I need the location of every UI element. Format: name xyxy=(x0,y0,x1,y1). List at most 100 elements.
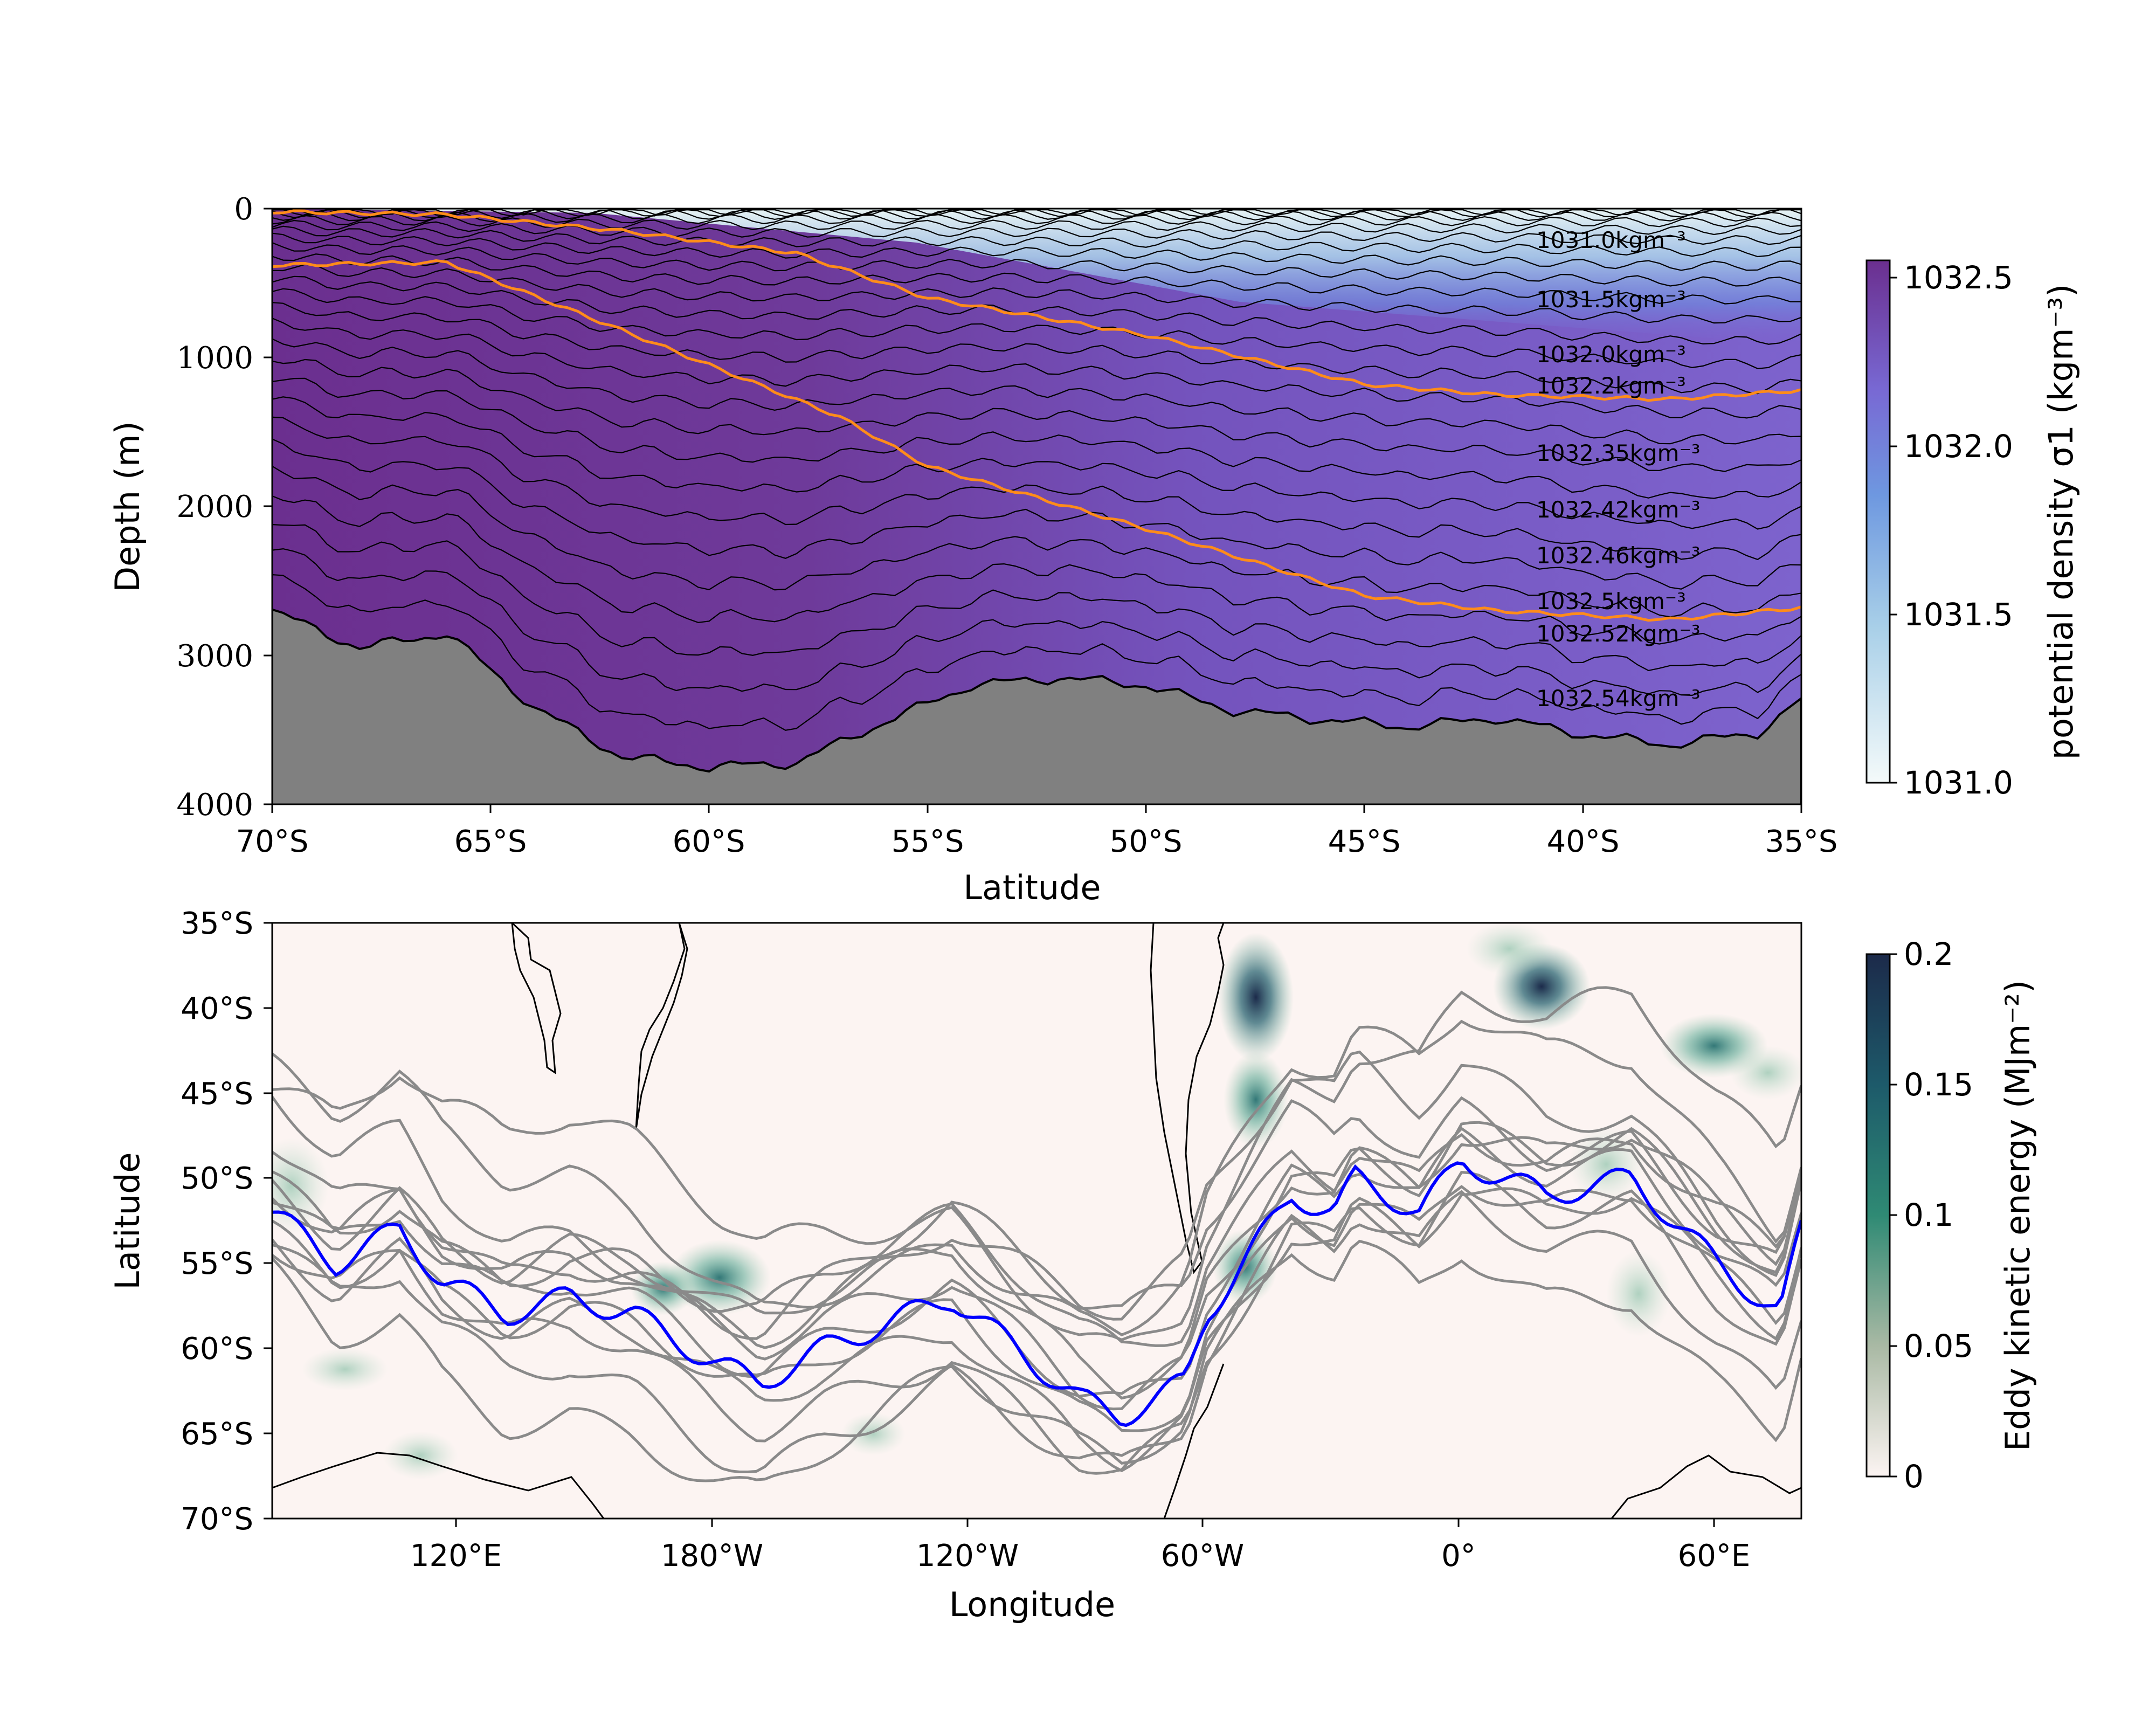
y-tick-label: 35°S xyxy=(181,906,253,941)
isopycnal-line xyxy=(272,548,1801,696)
y-axis-label: Latitude xyxy=(108,1152,147,1289)
australia-coast xyxy=(511,923,562,1074)
y-tick-label: 4000 xyxy=(176,788,253,823)
contour-label-2: 1031.5kgm⁻³ xyxy=(1536,286,1686,313)
colorbar-tick: 0 xyxy=(1904,1458,1924,1495)
isopycnal-line xyxy=(272,396,1801,530)
colorbar-tick: 1031.5 xyxy=(1904,596,2013,633)
isopycnal-line xyxy=(272,338,1801,445)
ssh-contour-line xyxy=(272,1185,1801,1432)
isopycnal-line xyxy=(272,302,1801,395)
x-tick-label: 120°W xyxy=(916,1538,1019,1574)
plot-frame-bottom xyxy=(271,922,1802,1520)
contour-label-8: 1032.5kgm⁻³ xyxy=(1536,588,1686,615)
contour-label-4: 1032.2kgm⁻³ xyxy=(1536,372,1686,399)
isopycnal-line xyxy=(272,264,1801,324)
bathymetry xyxy=(272,608,1801,804)
colorbar-label: potential density σ1 (kgm⁻³) xyxy=(2041,284,2081,760)
x-axis-label: Longitude xyxy=(949,1585,1115,1624)
colorbar-tick: 1032.0 xyxy=(1904,428,2013,465)
x-tick-label: 70°S xyxy=(236,824,309,859)
x-tick-label: 65°S xyxy=(454,824,527,859)
x-axis-bottom: 120°E 180°W 120°W 60°W 0° 60°E Longitude xyxy=(410,1519,1750,1624)
x-tick-label: 40°S xyxy=(1547,824,1620,859)
colorbar-tick: 0.1 xyxy=(1904,1197,1953,1233)
contour-label-7: 1032.46kgm⁻³ xyxy=(1536,542,1701,569)
ssh-contour-line xyxy=(272,1127,1801,1398)
ssh-contour-line xyxy=(272,1121,1801,1411)
isopycnal-line xyxy=(272,318,1801,419)
isopycnal-line xyxy=(272,275,1801,345)
ssh-contour-line xyxy=(272,1050,1801,1349)
highlighted-isopycnal-line xyxy=(272,209,1801,402)
highlighted-isopycnals xyxy=(272,209,1801,622)
isopycnal-line xyxy=(272,253,1801,305)
contour-label-3: 1032.0kgm⁻³ xyxy=(1536,341,1686,368)
y-tick-label: 0 xyxy=(234,192,253,227)
isopycnal-line xyxy=(272,225,1801,258)
y-tick-label: 60°S xyxy=(181,1331,253,1367)
surface-light-layer xyxy=(272,209,1801,345)
x-tick-label: 55°S xyxy=(892,824,964,859)
polar-front-line xyxy=(272,1161,1801,1427)
isopycnal-line xyxy=(272,465,1801,618)
y-tick-label: 55°S xyxy=(181,1246,253,1281)
y-axis-top: 0 1000 2000 3000 4000 Depth (m) xyxy=(108,192,272,823)
antarctica-coast-west xyxy=(272,1452,605,1519)
contour-label-9: 1032.52kgm⁻³ xyxy=(1536,620,1701,647)
antarctic-peninsula-coast xyxy=(1163,1363,1225,1519)
ssh-contour-line xyxy=(272,1187,1801,1473)
y-axis-label: Depth (m) xyxy=(108,421,147,592)
colorbar-tick: 1031.0 xyxy=(1904,764,2013,801)
ssh-contour-line xyxy=(272,1170,1801,1475)
isopycnal-line xyxy=(272,495,1801,645)
isopycnal-line xyxy=(272,416,1801,561)
x-tick-label: 0° xyxy=(1441,1538,1476,1574)
ssh-contour-line xyxy=(272,1133,1801,1347)
contour-label-5: 1032.35kgm⁻³ xyxy=(1536,440,1701,466)
y-tick-label: 40°S xyxy=(181,991,253,1026)
contour-label-10: 1032.54kgm⁻³ xyxy=(1536,685,1701,712)
contour-labels: 1031.0kgm⁻³ 1031.5kgm⁻³ 1032.0kgm⁻³ 1032… xyxy=(1536,227,1701,712)
isopycnal-line xyxy=(272,288,1801,369)
y-tick-label: 45°S xyxy=(181,1077,253,1112)
isopycnal-line xyxy=(272,219,1801,245)
y-axis-bottom: 35°S 40°S 45°S 50°S 55°S 60°S 65°S 70°S … xyxy=(108,906,272,1537)
density-colorbar: 1031.0 1031.5 1032.0 1032.5 potential de… xyxy=(1865,259,2081,801)
x-tick-label: 60°W xyxy=(1161,1538,1245,1574)
isopycnal-line xyxy=(272,524,1801,672)
isopycnal-line xyxy=(272,358,1801,472)
colorbar-tick: 0.15 xyxy=(1904,1066,1973,1103)
x-tick-label: 180°W xyxy=(661,1538,763,1574)
ssh-contour-line xyxy=(272,1136,1801,1400)
x-axis-label: Latitude xyxy=(963,868,1101,907)
y-tick-label: 65°S xyxy=(181,1417,253,1452)
isopycnal-line xyxy=(272,232,1801,271)
colorbar-tick: 1032.5 xyxy=(1904,259,2013,296)
x-tick-label: 45°S xyxy=(1328,824,1401,859)
contour-label-6: 1032.42kgm⁻³ xyxy=(1536,496,1701,523)
isopycnal-line xyxy=(272,242,1801,287)
colorbar-tick: 0.05 xyxy=(1904,1328,1973,1364)
x-axis-top: 70°S 65°S 60°S 55°S 50°S 45°S 40°S 35°S … xyxy=(236,804,1838,907)
y-tick-label: 70°S xyxy=(181,1502,253,1537)
x-tick-label: 60°S xyxy=(673,824,745,859)
y-tick-label: 1000 xyxy=(176,341,253,376)
isopycnal-line xyxy=(272,438,1801,590)
isopycnal-line xyxy=(272,211,1801,227)
colorbar-label: Eddy kinetic energy (MJm⁻²) xyxy=(1998,980,2037,1451)
contour-label-1: 1031.0kgm⁻³ xyxy=(1536,227,1686,253)
isopycnal-line xyxy=(272,574,1801,731)
density-section-panel: 1031.0kgm⁻³ 1031.5kgm⁻³ 1032.0kgm⁻³ 1032… xyxy=(108,192,2081,907)
ssh-contour-line xyxy=(272,1019,1801,1336)
ssh-contour-line xyxy=(272,1190,1801,1473)
highlighted-isopycnal-line xyxy=(272,259,1801,622)
y-tick-label: 2000 xyxy=(176,489,253,525)
x-tick-label: 120°E xyxy=(410,1538,502,1574)
ssh-contour-line xyxy=(272,1096,1801,1340)
isopycnal-line xyxy=(272,209,1801,222)
x-tick-label: 35°S xyxy=(1765,824,1838,859)
isopycnal-line xyxy=(272,377,1801,499)
colorbar-tick: 0.2 xyxy=(1904,936,1953,972)
